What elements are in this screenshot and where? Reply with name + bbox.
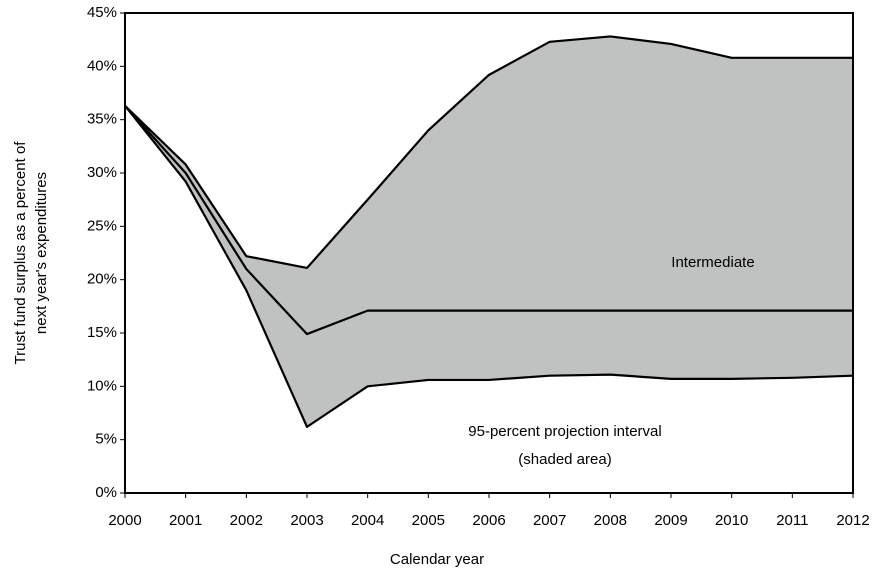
x-tick-label: 2000 [108, 512, 141, 529]
annotation: 95-percent projection interval [468, 423, 661, 440]
y-tick-label: 45% [87, 4, 117, 21]
y-tick-label: 10% [87, 377, 117, 394]
x-tick-label: 2003 [290, 512, 323, 529]
y-tick-label: 30% [87, 164, 117, 181]
y-tick-label: 25% [87, 217, 117, 234]
x-tick-label: 2006 [472, 512, 505, 529]
x-tick-label: 2009 [654, 512, 687, 529]
x-tick-label: 2007 [533, 512, 566, 529]
x-tick-label: 2005 [412, 512, 445, 529]
x-tick-label: 2004 [351, 512, 384, 529]
x-tick-label: 2012 [836, 512, 869, 529]
x-tick-label: 2010 [715, 512, 748, 529]
series-line [124, 35, 853, 270]
y-tick-label: 15% [87, 324, 117, 341]
y-tick-label: 5% [95, 431, 117, 448]
y-axis-label: next year's expenditures [33, 172, 50, 334]
x-tick-label: 2002 [230, 512, 263, 529]
y-tick-label: 20% [87, 271, 117, 288]
x-tick-label: 2011 [776, 512, 808, 529]
x-tick-label: 2008 [594, 512, 627, 529]
y-tick-label: 40% [87, 57, 117, 74]
y-tick-label: 0% [95, 484, 117, 501]
series-line [124, 105, 853, 336]
y-axis-label: Trust fund surplus as a percent of [12, 141, 29, 365]
shaded-band [125, 36, 853, 427]
annotation: (shaded area) [518, 451, 611, 468]
y-tick-label: 35% [87, 111, 117, 128]
x-tick-label: 2001 [169, 512, 202, 529]
series-line [124, 105, 854, 428]
annotation: Intermediate [671, 254, 754, 271]
x-axis-label: Calendar year [390, 551, 484, 568]
